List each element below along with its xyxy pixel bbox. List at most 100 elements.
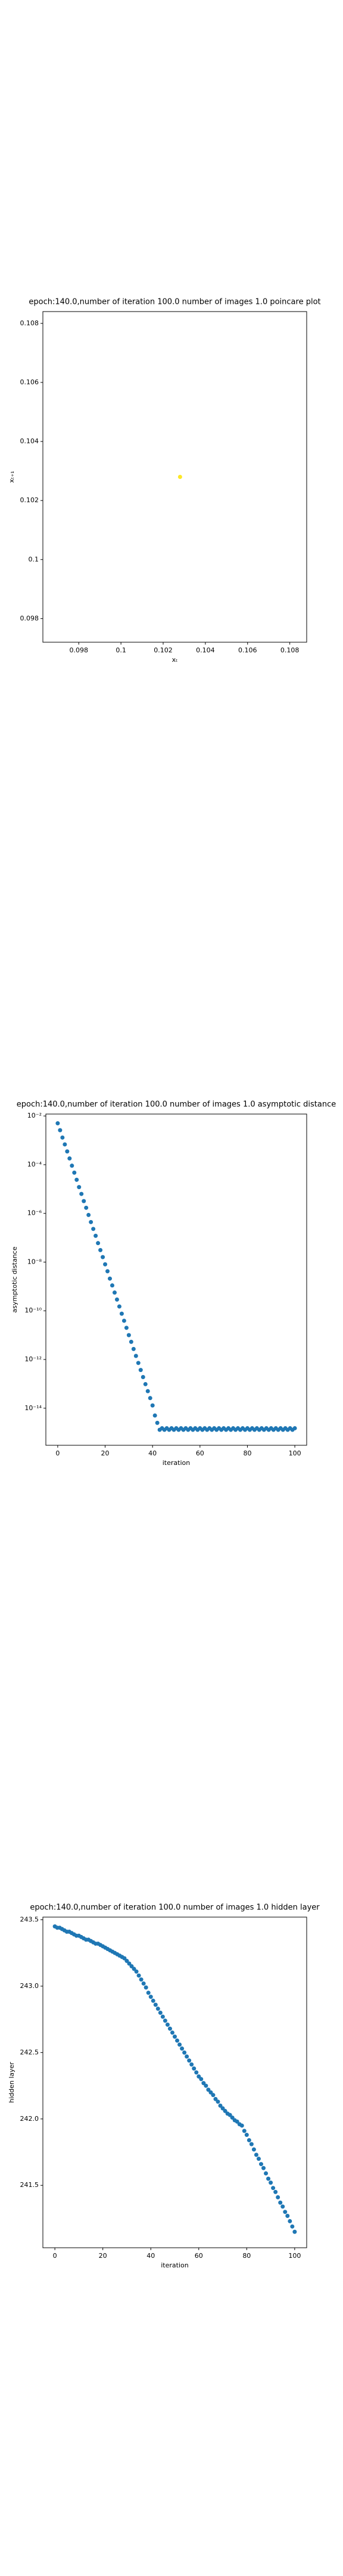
point — [173, 2034, 177, 2039]
point — [167, 2026, 172, 2031]
x-tick-label: 20 — [99, 2252, 107, 2260]
point — [251, 2147, 256, 2152]
x-tick-label: 0 — [55, 1449, 60, 1457]
point — [121, 1318, 126, 1323]
point — [141, 1374, 145, 1379]
point — [101, 1255, 105, 1259]
point — [192, 2066, 197, 2071]
point — [134, 1969, 139, 1974]
x-tick-label: 60 — [196, 1449, 204, 1457]
point — [158, 2010, 163, 2015]
axes-frame — [42, 311, 307, 643]
y-tick-label: 10⁻¹² — [24, 1355, 42, 1363]
point — [278, 2200, 283, 2205]
y-tick-label: 10⁻¹⁴ — [24, 1404, 42, 1412]
point — [227, 2113, 232, 2117]
point — [146, 1990, 151, 1995]
point — [72, 1170, 77, 1175]
y-tick-label: 242.0 — [20, 2115, 39, 2123]
point — [292, 1426, 297, 1430]
point — [114, 1297, 119, 1302]
point — [131, 1346, 136, 1351]
point — [269, 2180, 273, 2185]
point — [110, 1283, 114, 1288]
y-tick-label: 10⁻⁸ — [27, 1258, 42, 1265]
point — [177, 2042, 182, 2047]
point — [187, 2058, 192, 2063]
chart-title: epoch:140.0,number of iteration 100.0 nu… — [17, 1100, 336, 1109]
point — [65, 1149, 70, 1154]
y-tick-label: 0.1 — [29, 555, 39, 563]
axes-frame — [45, 1113, 307, 1446]
point — [122, 1956, 127, 1961]
point — [204, 2083, 208, 2088]
x-tick-label: 80 — [243, 1449, 251, 1457]
y-tick-label: 10⁻¹⁰ — [24, 1306, 42, 1314]
point — [261, 2166, 266, 2170]
y-tick-label: 0.106 — [20, 378, 39, 386]
y-tick-label: 10⁻⁶ — [27, 1209, 42, 1217]
point — [93, 1233, 98, 1238]
point — [153, 2002, 158, 2007]
point — [206, 2087, 211, 2092]
point — [136, 1973, 141, 1978]
x-axis-label: iteration — [163, 1459, 190, 1467]
point — [103, 1262, 108, 1267]
x-tick-label: 100 — [289, 1449, 301, 1457]
point — [79, 1191, 84, 1196]
point — [136, 1361, 141, 1365]
point — [155, 2006, 160, 2011]
x-tick-label: 100 — [288, 2252, 301, 2260]
x-tick-label: 0.1 — [116, 646, 126, 654]
point — [189, 2062, 194, 2067]
point — [139, 1977, 144, 1982]
point — [273, 2189, 278, 2194]
point — [160, 2014, 165, 2019]
y-axis-label: hidden layer — [8, 2062, 15, 2103]
point — [230, 2115, 235, 2120]
point — [249, 2142, 254, 2146]
point — [151, 1998, 155, 2003]
point — [129, 1339, 133, 1344]
point — [264, 2171, 269, 2176]
point — [148, 1396, 152, 1401]
y-axis-label: asymptotic distance — [11, 1246, 18, 1312]
x-axis-label: xₜ — [172, 656, 178, 664]
point — [117, 1304, 121, 1309]
point — [133, 1354, 138, 1358]
point — [145, 1389, 150, 1393]
point — [220, 2106, 225, 2111]
point — [91, 1227, 96, 1231]
y-tick-label: 0.104 — [20, 437, 39, 445]
point — [96, 1241, 101, 1246]
point — [60, 1135, 65, 1140]
point — [180, 2046, 185, 2051]
point — [288, 2219, 292, 2223]
point — [185, 2054, 189, 2059]
point — [119, 1311, 124, 1316]
point — [143, 1382, 148, 1386]
point — [165, 2023, 170, 2027]
point — [201, 2081, 206, 2086]
point — [138, 1368, 143, 1373]
point — [126, 1333, 131, 1337]
point — [89, 1219, 93, 1224]
point — [216, 2099, 220, 2104]
y-tick-label: 243.0 — [20, 1982, 39, 1990]
point — [247, 2138, 251, 2142]
x-tick-label: 40 — [146, 2252, 155, 2260]
point — [58, 1128, 63, 1133]
point — [182, 2050, 187, 2055]
point — [258, 2162, 263, 2167]
point — [63, 1142, 67, 1147]
point — [194, 2070, 199, 2075]
x-tick-label: 0.106 — [238, 646, 257, 654]
point — [197, 2074, 201, 2079]
point — [67, 1156, 72, 1161]
x-tick-label: 0 — [53, 2252, 57, 2260]
y-tick-label: 242.5 — [20, 2048, 39, 2056]
chart-title: epoch:140.0,number of iteration 100.0 nu… — [29, 298, 320, 307]
point — [148, 1995, 153, 1999]
